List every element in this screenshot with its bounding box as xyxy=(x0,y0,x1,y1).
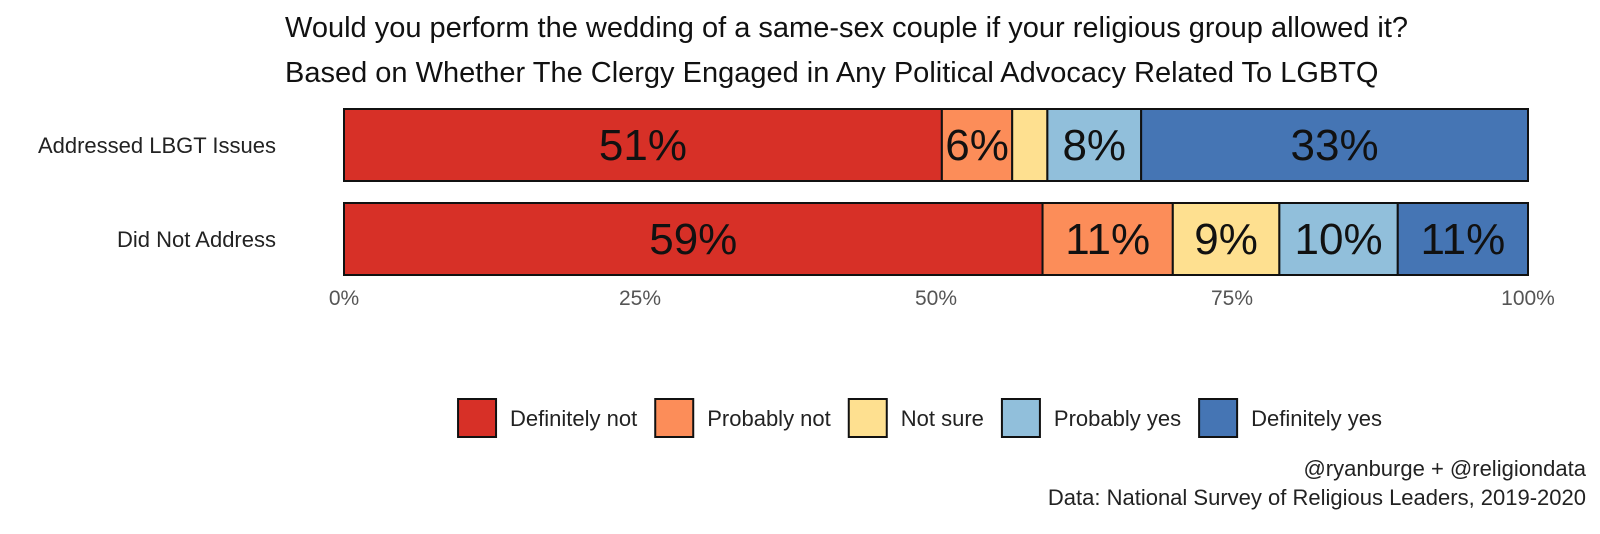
chart-title: Would you perform the wedding of a same-… xyxy=(285,12,1408,44)
x-tick-label: 75% xyxy=(1211,287,1253,310)
bar-value-label: 6% xyxy=(945,121,1009,170)
bar-segment xyxy=(1140,108,1530,182)
legend-label: Definitely yes xyxy=(1251,406,1382,431)
bar-value-label: 59% xyxy=(649,215,737,264)
x-axis-ticks: 0% 25% 50% 75% 100% xyxy=(329,287,1555,310)
bar-segment xyxy=(343,108,943,182)
caption-source: Data: National Survey of Religious Leade… xyxy=(1048,485,1586,510)
legend-key xyxy=(1198,398,1239,438)
bar-segment xyxy=(1041,202,1174,276)
bar-segment xyxy=(1396,202,1530,276)
bar-segment xyxy=(1011,108,1049,182)
bar-segment xyxy=(1046,108,1143,182)
bar-segment xyxy=(940,108,1014,182)
bar-value-label: 8% xyxy=(1062,121,1126,170)
legend-key xyxy=(457,398,498,438)
bar-segment xyxy=(1171,202,1281,276)
x-tick-label: 25% xyxy=(619,287,661,310)
bar-value-label: 10% xyxy=(1295,215,1383,264)
legend: Definitely not Probably not Not sure Probab… xyxy=(457,398,1382,438)
category-label: Addressed LBGT Issues xyxy=(38,133,276,158)
category-labels: Addressed LBGT Issues Did Not Address xyxy=(38,133,276,252)
bar-value-label: 33% xyxy=(1291,121,1379,170)
legend-label: Not sure xyxy=(901,406,984,431)
bar-value-label: 9% xyxy=(1194,215,1258,264)
x-tick-label: 50% xyxy=(915,287,957,310)
bars: 51% 6% 8% 33% 59% 11% 9% 10% 11% xyxy=(343,108,1530,276)
bar-segment xyxy=(1278,202,1399,276)
chart-subtitle: Based on Whether The Clergy Engaged in A… xyxy=(285,57,1379,89)
legend-key xyxy=(654,398,695,438)
bar-value-label: 11% xyxy=(1065,215,1150,264)
legend-label: Probably yes xyxy=(1054,406,1181,431)
legend-label: Definitely not xyxy=(510,406,637,431)
bar-segment xyxy=(343,202,1044,276)
legend-key xyxy=(847,398,888,438)
legend-key xyxy=(1000,398,1041,438)
bar-value-label: 51% xyxy=(599,121,687,170)
bar-value-label: 11% xyxy=(1420,215,1505,264)
x-tick-label: 100% xyxy=(1501,287,1555,310)
caption-handle: @ryanburge + @religiondata xyxy=(1303,456,1586,481)
legend-label: Probably not xyxy=(707,406,831,431)
x-tick-label: 0% xyxy=(329,287,359,310)
category-label: Did Not Address xyxy=(117,227,276,252)
